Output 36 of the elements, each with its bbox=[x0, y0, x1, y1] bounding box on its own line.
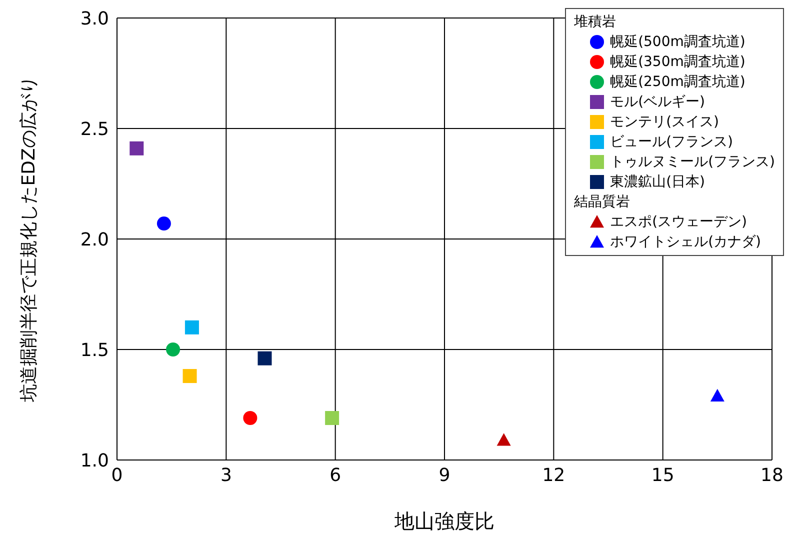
point bbox=[258, 351, 272, 366]
legend-label: モル(ベルギー) bbox=[610, 93, 705, 112]
y-tick-label: 1.5 bbox=[80, 340, 109, 361]
x-tick-label: 18 bbox=[760, 464, 784, 486]
x-tick-label: 6 bbox=[330, 464, 342, 486]
legend-label: 東濃鉱山(日本) bbox=[610, 173, 705, 192]
legend-label: ビュール(フランス) bbox=[610, 133, 733, 152]
y-axis-title: 坑道掘削半径で正規化したEDZの広がり bbox=[18, 76, 40, 403]
point bbox=[325, 411, 340, 426]
point bbox=[496, 433, 511, 446]
x-tick-label: 9 bbox=[438, 464, 450, 486]
legend-title: 堆積岩 bbox=[574, 13, 618, 32]
y-tick-label: 2.0 bbox=[80, 229, 109, 250]
x-tick-label: 3 bbox=[220, 464, 232, 486]
legend-label: 幌延(500m調査坑道) bbox=[610, 33, 746, 52]
point bbox=[243, 411, 258, 426]
x-tick-label: 15 bbox=[651, 464, 674, 486]
point bbox=[156, 216, 171, 231]
legend-label: エスポ(スウェーデン) bbox=[610, 213, 747, 232]
point bbox=[166, 342, 180, 356]
point bbox=[710, 388, 724, 402]
x-axis-title: 地山強度比 bbox=[394, 509, 494, 533]
x-tick-label: 12 bbox=[542, 464, 566, 486]
legend-label: 幌延(350m調査坑道) bbox=[610, 53, 746, 72]
x-tick-label: 0 bbox=[111, 464, 123, 486]
y-tick-label: 1.0 bbox=[80, 450, 109, 472]
legend-label: ホワイトシェル(カナダ) bbox=[610, 233, 761, 252]
legend-label: モンテリ(スイス) bbox=[610, 113, 719, 132]
point bbox=[184, 320, 199, 334]
point bbox=[182, 369, 197, 384]
legend-label: 幌延(250m調査坑道) bbox=[610, 73, 746, 92]
y-tick-label: 2.5 bbox=[80, 118, 109, 140]
annotation: 結晶質岩 bbox=[574, 193, 632, 212]
point bbox=[130, 141, 144, 156]
y-tick-label: 3.0 bbox=[80, 8, 109, 30]
legend-label: トゥルヌミール(フランス) bbox=[610, 153, 775, 172]
